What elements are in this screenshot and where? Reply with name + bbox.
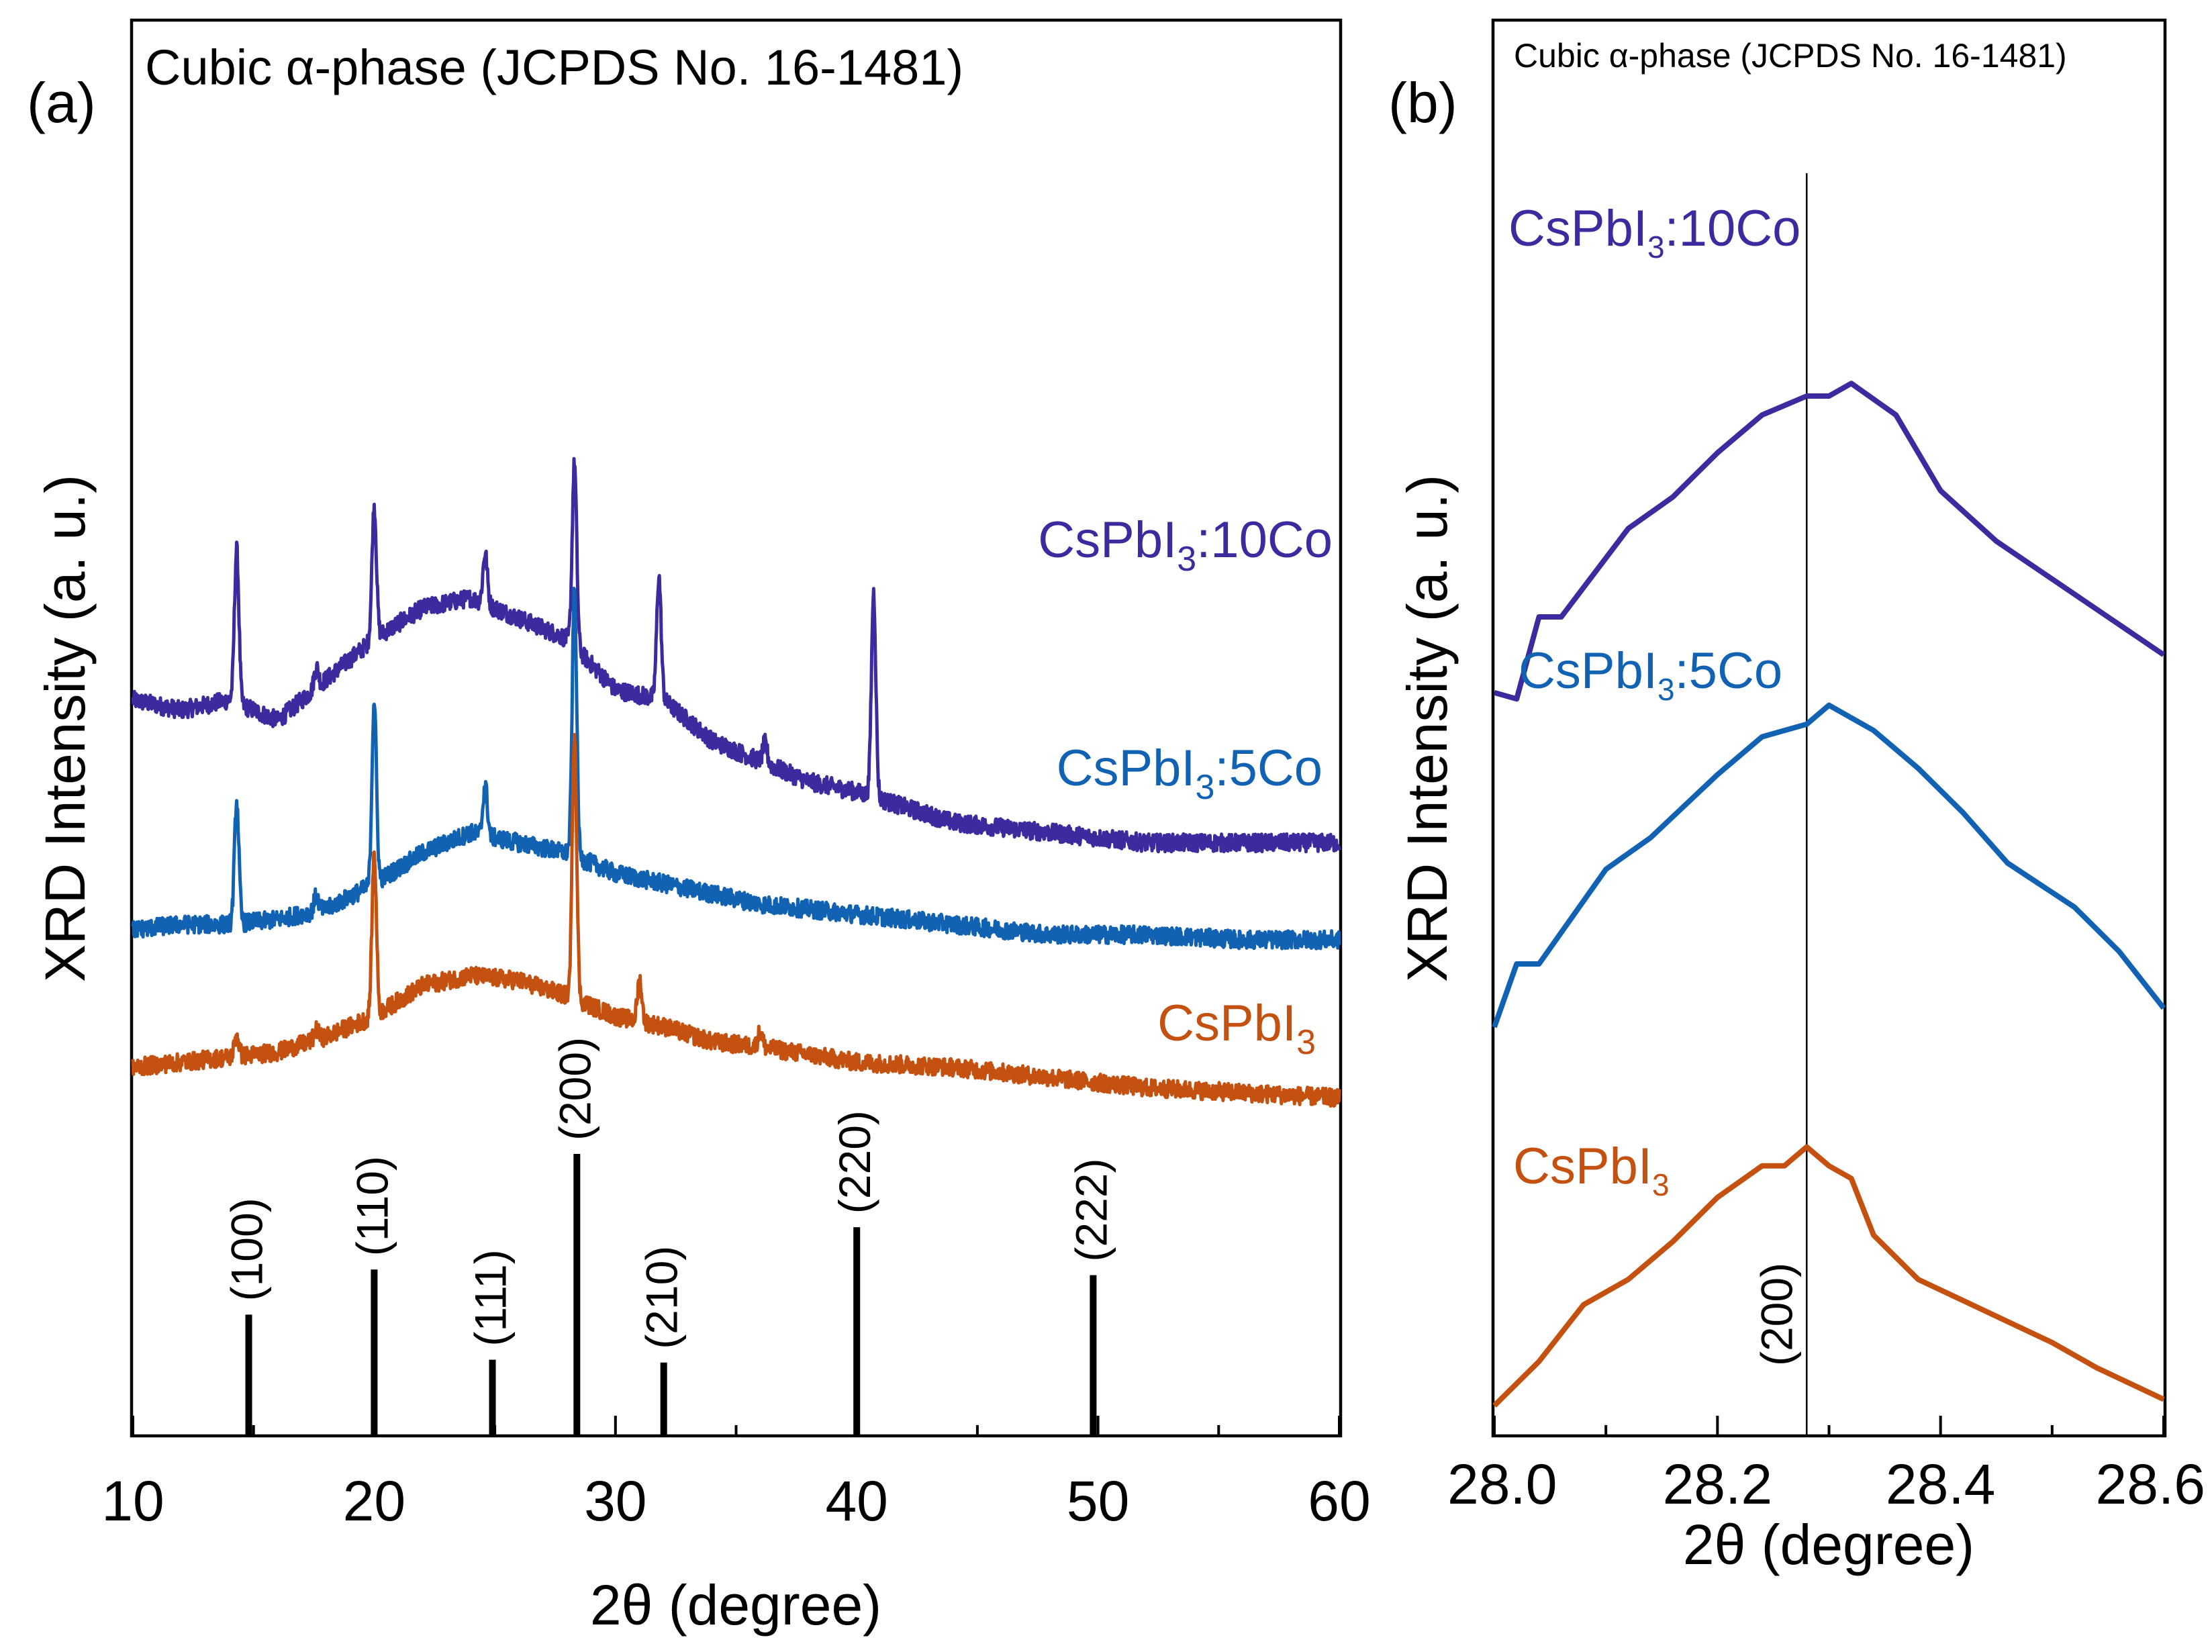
reference-peak-hkl-label: (222) <box>1066 1159 1116 1262</box>
panel-b-y-axis-title: XRD Intensity (a. u.) <box>1396 475 1459 982</box>
panel-a-x-axis-title: 2θ (degree) <box>590 1573 881 1637</box>
reference-peak-bar <box>1090 1275 1097 1436</box>
reference-peak-hkl-label: (220) <box>830 1110 879 1214</box>
reference-line-hkl-label: (200) <box>1751 1263 1801 1366</box>
reference-peak-bar <box>371 1269 378 1436</box>
panel-a-x-tick-label: 20 <box>343 1469 405 1533</box>
panel-b-series <box>1492 381 2166 1408</box>
zoom-series-label-cspbi3-10co: CsPbI3:10Co <box>1508 200 1800 264</box>
panel-b-x-axis-title: 2θ (degree) <box>1683 1513 1974 1576</box>
panel-a-y-axis-title: XRD Intensity (a. u.) <box>34 475 97 982</box>
panel-a-x-tick-label: 30 <box>584 1469 646 1533</box>
reference-peak-bar <box>573 1154 581 1436</box>
panel-a-annotation: Cubic α-phase (JCPDS No. 16-1481) <box>145 40 963 95</box>
panel-a-frame <box>130 18 1343 1438</box>
panel-a-series <box>131 456 1341 1108</box>
series-label-cspbi3-5co: CsPbI3:5Co <box>1057 740 1323 807</box>
series-line-cspbi3 <box>131 733 1341 1108</box>
series-line-cspbi3-5co <box>131 587 1341 951</box>
reference-peak-bar <box>489 1359 496 1436</box>
zoom-series-label-cspbi3: CsPbI3 <box>1513 1138 1670 1202</box>
zoom-series-line-cspbi3-10co <box>1493 381 2166 702</box>
panel-a-x-tick-label: 40 <box>825 1469 887 1533</box>
reference-peak-bar <box>660 1362 667 1436</box>
panel-b-label: (b) <box>1388 71 1457 134</box>
reference-peak-hkl-label: (111) <box>466 1249 516 1346</box>
panel-b-x-tick-label: 28.2 <box>1663 1453 1773 1516</box>
panel-a-reference-pattern: (100) (110) (111) (200) (210) (220) (222) <box>222 1037 1116 1436</box>
panel-b-x-tick-label: 28.0 <box>1447 1453 1557 1516</box>
reference-peak-hkl-label: (110) <box>347 1156 397 1256</box>
panel-b-x-tick-label: 28.4 <box>1886 1453 1996 1516</box>
panel-b-x-ticks: 28.0 28.2 28.4 28.6 <box>1447 1416 2205 1516</box>
zoom-series-line-cspbi3-5co <box>1492 702 2166 1028</box>
panel-a-x-tick-label: 10 <box>101 1469 164 1533</box>
reference-peak-hkl-label: (210) <box>637 1246 687 1349</box>
reference-peak-bar <box>853 1227 861 1436</box>
panel-b-x-tick-label: 28.6 <box>2096 1453 2206 1516</box>
zoom-series-line-cspbi3 <box>1492 1144 2165 1408</box>
reference-peak-hkl-label: (100) <box>222 1198 272 1301</box>
reference-peak-hkl-label: (200) <box>550 1037 599 1140</box>
panel-b-series-labels: CsPbI3:10Co CsPbI3:5Co CsPbI3 <box>1508 200 1800 1202</box>
panel-a-x-tick-label: 50 <box>1067 1469 1129 1533</box>
reference-peak-bar <box>245 1314 252 1436</box>
panel-a-label: (a) <box>27 71 96 134</box>
panel-a-x-ticks: 10 20 30 40 50 60 <box>101 1416 1371 1533</box>
panel-b-reference-line: (200) <box>1751 173 1808 1436</box>
panel-a: (a) Cubic α-phase (JCPDS No. 16-1481) 10… <box>27 18 1371 1637</box>
panel-b: (b) Cubic α-phase (JCPDS No. 16-1481) 28… <box>1388 18 2205 1576</box>
panel-a-series-labels: CsPbI3:10Co CsPbI3:5Co CsPbI3 <box>1038 512 1333 1062</box>
series-label-cspbi3-10co: CsPbI3:10Co <box>1038 512 1333 579</box>
panel-a-x-tick-label: 60 <box>1308 1469 1370 1533</box>
panel-b-annotation: Cubic α-phase (JCPDS No. 16-1481) <box>1514 37 2067 75</box>
zoom-series-label-cspbi3-5co: CsPbI3:5Co <box>1519 642 1782 707</box>
series-label-cspbi3: CsPbI3 <box>1157 995 1316 1062</box>
series-line-cspbi3-10co <box>131 456 1341 854</box>
